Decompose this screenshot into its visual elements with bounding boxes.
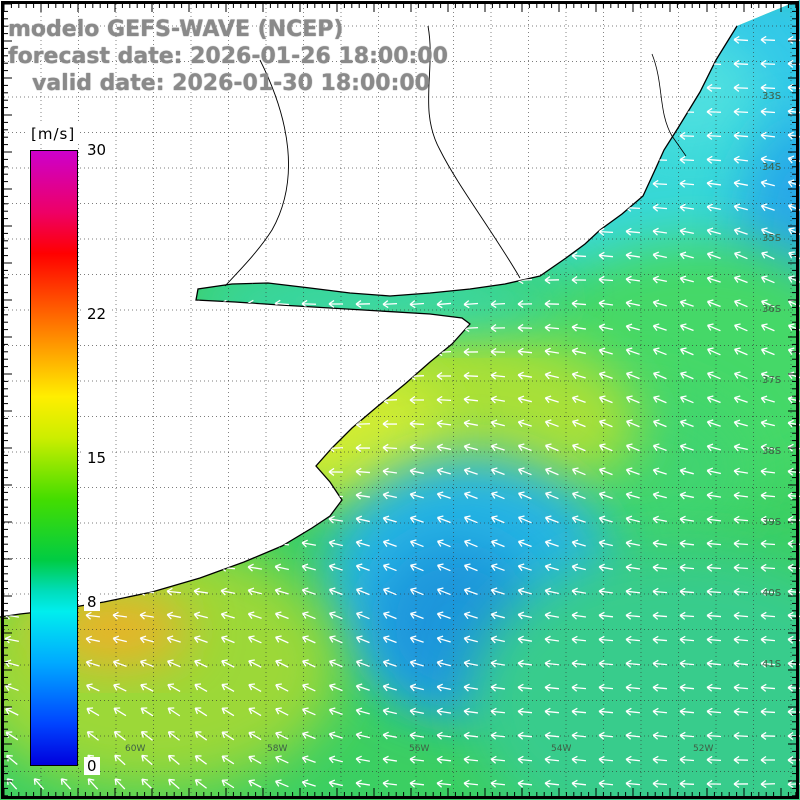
- colorbar-gradient: [30, 150, 78, 766]
- lat-label: 36S: [762, 304, 782, 315]
- lon-label: 52W: [693, 744, 714, 754]
- coastal-lagoon: [651, 53, 687, 157]
- lat-label: 34S: [762, 162, 782, 173]
- lat-label: 39S: [762, 517, 782, 528]
- river-parana: [224, 59, 289, 287]
- colorbar-units-label: [m/s]: [26, 124, 81, 144]
- lat-label: 33S: [762, 91, 782, 102]
- colorbar-tick-label: 8: [84, 592, 100, 611]
- river-uruguay: [427, 25, 521, 279]
- lat-label: 37S: [762, 375, 782, 386]
- colorbar-tick-label: 15: [84, 449, 110, 467]
- lon-label: 56W: [409, 744, 430, 754]
- colorbar-tick-label: 0: [84, 757, 100, 775]
- lat-label: 41S: [762, 659, 782, 670]
- colorbar-tick-label: 30: [84, 141, 110, 159]
- lon-label: 54W: [551, 744, 572, 754]
- lat-label: 38S: [762, 446, 782, 457]
- lon-label: 60W: [125, 744, 146, 754]
- lon-label: 58W: [267, 744, 288, 754]
- lat-label: 35S: [762, 233, 782, 244]
- lat-label: 40S: [762, 588, 782, 599]
- colorbar-tick-label: 22: [84, 305, 110, 324]
